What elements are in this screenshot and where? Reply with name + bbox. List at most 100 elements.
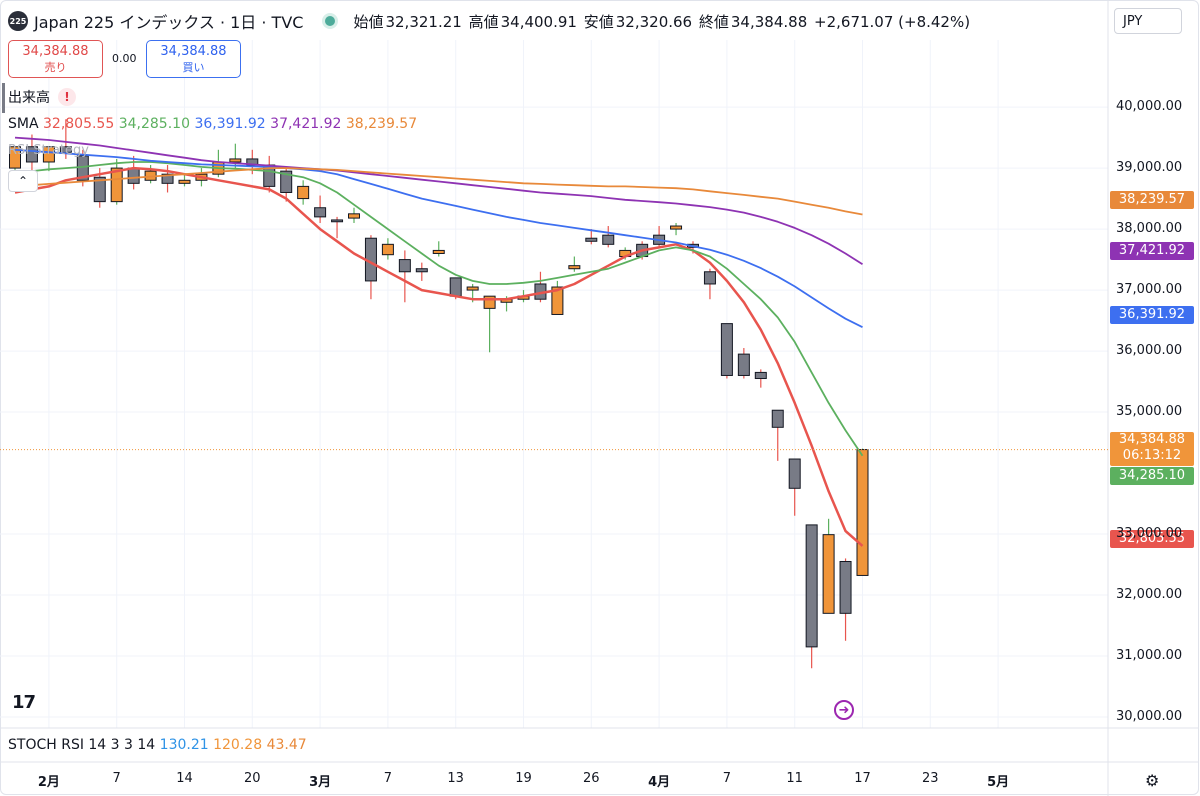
price-tick-label: 30,000.00 [1116, 709, 1183, 725]
candle-body [754, 371, 767, 380]
sell-price: 34,384.88 [22, 44, 89, 59]
time-tick-label: 19 [515, 771, 532, 786]
change-value: +2,671.07 (+8.42%) [814, 12, 971, 31]
candle-body [229, 158, 242, 163]
volume-legend[interactable]: 出来高 ! [2, 83, 76, 113]
stoch-rsi-legend[interactable]: STOCH RSI 14 3 3 14 130.21 120.28 43.47 [8, 737, 307, 753]
high-value: 34,400.91 [500, 12, 577, 31]
sma-value-3: 36,391.92 [194, 116, 266, 132]
time-tick-label: 4月 [648, 775, 671, 790]
sma-line-3 [14, 148, 863, 329]
lightning-icon[interactable]: ➜ [834, 700, 854, 720]
sma1-price-label: 32,805.55 [1110, 530, 1194, 548]
candle-body [466, 286, 479, 291]
ohlc-readout: 始値 32,321.21 高値 34,400.91 安値 32,320.66 終値 34… [353, 11, 972, 32]
symbol-title[interactable]: Japan 225 インデックス · 1日 · TVC [34, 13, 304, 32]
last-price-label: 34,384.88 06:13:12 [1110, 432, 1194, 466]
legend-drag-handle[interactable] [2, 83, 5, 113]
candle-body [568, 265, 581, 270]
candle-body [805, 524, 818, 648]
candle-body [449, 277, 462, 297]
candle-body [398, 259, 411, 273]
time-tick-label: 23 [922, 771, 939, 786]
price-tick-label: 40,000.00 [1116, 99, 1183, 115]
time-tick-label: 17 [854, 771, 871, 786]
candle-body [42, 146, 55, 163]
price-tick-label: 33,000.00 [1116, 526, 1183, 542]
warning-icon[interactable]: ! [58, 88, 76, 106]
sma-label: SMA [8, 116, 39, 132]
symbol-logo-icon: 225 [8, 11, 28, 31]
last-price: 34,384.88 [1118, 432, 1186, 447]
candle-body [297, 185, 310, 200]
symbol-header: 225 Japan 225 インデックス · 1日 · TVC 始値 32,321… [8, 9, 972, 33]
sma2-price-label: 34,285.10 [1110, 467, 1194, 485]
candle-body [551, 286, 564, 315]
rsi-strategy-legend[interactable]: RSI Strategy [8, 143, 89, 158]
candle-body [822, 534, 835, 614]
price-tick-label: 39,000.00 [1116, 160, 1183, 176]
bar-countdown: 06:13:12 [1122, 448, 1182, 463]
candle-body [602, 234, 615, 245]
tradingview-logo-icon[interactable]: 17 [12, 692, 36, 713]
candle-body [585, 237, 598, 242]
sma-value-4: 37,421.92 [270, 116, 342, 132]
collapse-legend-button[interactable]: ⌃ [8, 170, 38, 192]
candle-body [771, 409, 784, 428]
sma-value-1: 32,805.55 [43, 116, 115, 132]
currency-select[interactable]: JPY [1114, 8, 1182, 34]
candle-body [839, 560, 852, 614]
candle-body [720, 323, 733, 376]
candle-body [381, 243, 394, 256]
price-tick-label: 36,000.00 [1116, 343, 1183, 359]
candle-body [161, 173, 174, 184]
candle-body [110, 167, 123, 203]
sma-line-5 [14, 167, 863, 216]
candle-body [483, 295, 496, 309]
candle-body [314, 207, 327, 218]
time-tick-label: 7 [722, 771, 732, 786]
time-tick-label: 13 [447, 771, 464, 786]
low-label: 安値 [583, 12, 614, 31]
sma-line-1 [14, 166, 864, 547]
candle-body [670, 225, 683, 230]
candle-body [788, 458, 801, 489]
candle-body [9, 146, 21, 169]
stoch-value-2: 120.28 [213, 737, 263, 753]
candle-body [25, 146, 38, 163]
close-value: 34,384.88 [730, 12, 808, 31]
high-label: 高値 [468, 12, 499, 31]
sell-label: 売り [44, 61, 67, 74]
sma4-price-label: 37,421.92 [1110, 242, 1194, 260]
stoch-value-1: 130.21 [159, 737, 209, 753]
sma-value-2: 34,285.10 [118, 116, 190, 132]
time-tick-label: 3月 [309, 775, 332, 790]
time-tick-label: 14 [176, 771, 193, 786]
time-tick-label: 2月 [37, 775, 60, 790]
sell-button[interactable]: 34,384.88 売り [8, 40, 103, 78]
sma-line-2 [14, 161, 864, 457]
low-value: 32,320.66 [615, 12, 693, 31]
market-open-icon [325, 16, 336, 26]
gear-icon[interactable]: ⚙ [1145, 771, 1160, 790]
candle-body [703, 271, 716, 285]
time-tick-label: 11 [786, 771, 803, 786]
price-tick-label: 32,000.00 [1116, 587, 1183, 603]
rsi-strategy-label: RSI Strategy [8, 143, 89, 158]
volume-label: 出来高 [8, 90, 50, 106]
time-tick-label: 26 [583, 771, 600, 786]
sma-legend[interactable]: SMA 32,805.55 34,285.10 36,391.92 37,421… [8, 116, 417, 132]
sma3-price-label: 36,391.92 [1110, 306, 1194, 324]
time-tick-label: 7 [383, 771, 393, 786]
candle-body [127, 167, 140, 184]
price-tick-label: 31,000.00 [1116, 648, 1183, 664]
candle-body [178, 179, 191, 184]
candle-body [280, 170, 293, 193]
buy-button[interactable]: 34,384.88 買い [146, 40, 241, 78]
open-label: 始値 [353, 12, 384, 31]
candle-body [415, 268, 428, 273]
stoch-value-3: 43.47 [266, 737, 307, 753]
candle-body [348, 213, 360, 219]
